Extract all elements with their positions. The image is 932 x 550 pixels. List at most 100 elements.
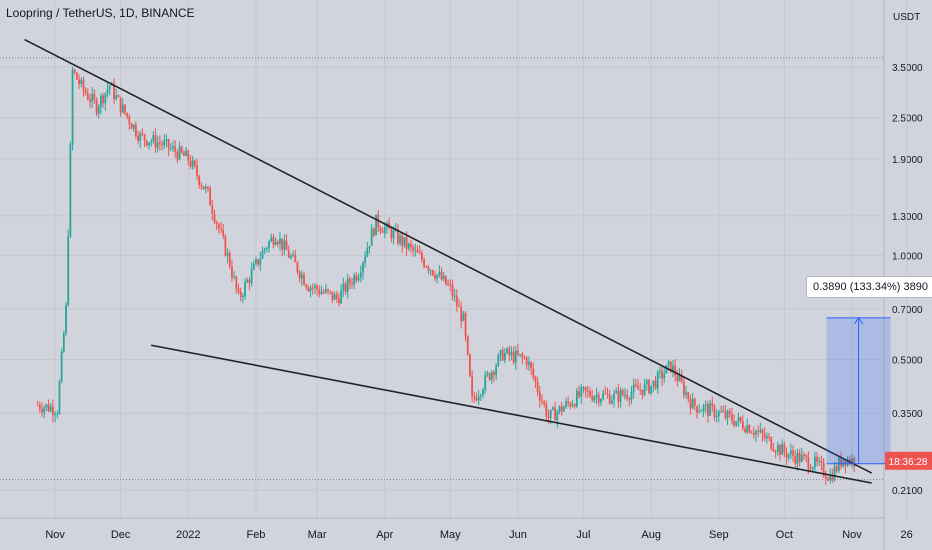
candle-body xyxy=(798,452,801,462)
candle-body xyxy=(292,254,294,257)
candle-body xyxy=(495,365,498,375)
candle-body xyxy=(383,227,386,233)
candle-body xyxy=(401,235,404,246)
candle-body xyxy=(263,248,266,251)
candle-body xyxy=(783,444,786,453)
candle-body xyxy=(340,290,343,304)
candle-body xyxy=(842,459,845,467)
candle-body xyxy=(816,456,818,462)
candle-body xyxy=(770,437,773,450)
candle-body xyxy=(274,241,277,245)
candle-body xyxy=(331,291,334,300)
candle-body xyxy=(346,278,349,292)
candle-body xyxy=(342,283,345,291)
candle-body xyxy=(466,336,469,355)
candle-body xyxy=(252,263,255,270)
candle-body xyxy=(733,420,736,426)
candle-body xyxy=(696,406,698,413)
candle-body xyxy=(661,370,663,379)
candle-body xyxy=(217,224,220,229)
candle-body xyxy=(366,248,369,257)
candle-body xyxy=(414,249,417,251)
candle-body xyxy=(329,291,332,293)
candle-body xyxy=(276,241,279,245)
candle-body xyxy=(228,252,231,267)
candle-body xyxy=(741,421,744,429)
candle-body xyxy=(846,458,849,466)
candle-body xyxy=(755,431,757,435)
candle-body xyxy=(440,272,443,280)
candle-body xyxy=(667,361,670,366)
candle-body xyxy=(519,354,522,356)
candle-body xyxy=(506,348,508,354)
candle-body xyxy=(215,222,218,225)
candle-body xyxy=(183,152,185,156)
candle-body xyxy=(641,389,644,395)
candle-body xyxy=(685,392,687,395)
candle-body xyxy=(152,135,155,142)
candle-body xyxy=(615,390,618,394)
candle-body xyxy=(833,466,836,481)
candle-body xyxy=(67,236,70,305)
candle-body xyxy=(503,353,506,361)
candle-body xyxy=(327,289,329,292)
candle-body xyxy=(619,390,622,402)
candle-body xyxy=(818,461,821,463)
candle-body xyxy=(113,83,115,99)
candle-body xyxy=(425,266,428,268)
time-tick-label: 2022 xyxy=(176,529,200,541)
candle-body xyxy=(473,395,476,398)
candle-body xyxy=(268,241,270,249)
candle-body xyxy=(71,69,74,145)
candle-body xyxy=(560,406,563,412)
candle-body xyxy=(654,380,657,389)
candle-body xyxy=(711,403,714,406)
candle-body xyxy=(287,250,290,258)
candle-body xyxy=(525,357,528,366)
candle-body xyxy=(464,313,467,337)
candle-body xyxy=(792,450,794,456)
candle-body xyxy=(510,351,513,356)
candle-body xyxy=(239,291,242,297)
candle-body xyxy=(163,140,166,146)
candle-body xyxy=(193,160,196,166)
candle-body xyxy=(115,95,118,99)
candle-body xyxy=(449,284,452,286)
candle-body xyxy=(595,394,598,397)
candle-body xyxy=(246,280,249,283)
candle-body xyxy=(789,450,792,455)
candle-body xyxy=(776,444,779,452)
candle-body xyxy=(185,150,187,156)
candle-body xyxy=(593,396,596,401)
candle-body xyxy=(423,259,425,267)
candle-body xyxy=(128,116,131,124)
candle-body xyxy=(134,124,137,136)
candle-body xyxy=(143,134,146,141)
candle-body xyxy=(639,389,642,391)
candle-body xyxy=(36,404,39,406)
candle-body xyxy=(744,428,746,433)
candle-body xyxy=(56,413,59,415)
candle-body xyxy=(707,404,709,416)
candle-body xyxy=(728,411,731,415)
candle-body xyxy=(320,291,323,295)
candle-body xyxy=(549,409,552,419)
candle-body xyxy=(720,411,722,413)
candle-body xyxy=(680,375,683,382)
candle-body xyxy=(86,93,89,100)
candle-body xyxy=(471,376,474,396)
candle-body xyxy=(141,133,144,135)
candle-body xyxy=(333,294,336,300)
candle-body xyxy=(279,238,281,245)
candle-body xyxy=(726,411,729,418)
candle-body xyxy=(172,146,174,148)
candle-body xyxy=(508,348,511,356)
candle-body xyxy=(630,392,633,400)
candle-body xyxy=(800,454,803,462)
candle-body xyxy=(693,398,696,407)
candle-body xyxy=(650,385,653,394)
candle-body xyxy=(597,394,600,403)
candle-body xyxy=(807,456,810,469)
candle-body xyxy=(796,452,799,464)
